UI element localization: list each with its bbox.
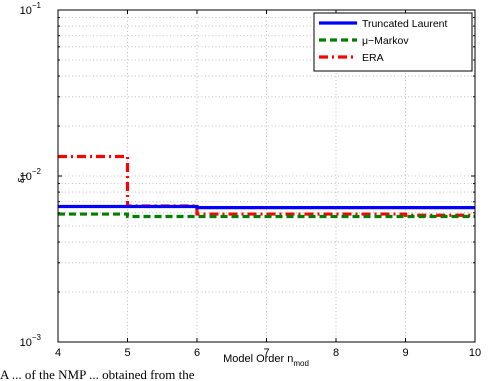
- y-axis-label: ε1: [15, 173, 29, 183]
- axis-ticks: [57, 10, 476, 343]
- y-tick-label: 10−1: [20, 1, 42, 17]
- x-tick-labels: 4 5 6 7 8 9 10: [55, 347, 481, 359]
- legend-label-1: Truncated Laurent: [362, 18, 447, 30]
- series-line-2: [58, 212, 475, 219]
- x-tick-label: 6: [194, 347, 200, 359]
- figure-caption: A ... of the NMP ... obtained from the: [0, 368, 195, 381]
- x-tick-label: 7: [263, 347, 269, 359]
- x-tick-label: 10: [469, 347, 481, 359]
- x-tick-label: 8: [333, 347, 339, 359]
- x-axis-label: Model Order nmod: [223, 353, 309, 368]
- y-axis-label-subscript: 1: [19, 173, 29, 178]
- x-tick-label: 4: [55, 347, 61, 359]
- y-tick-labels: 10−1 10−2 10−3: [20, 1, 42, 349]
- y-tick-label: 10−2: [20, 167, 42, 183]
- x-axis-label-subscript: mod: [293, 359, 309, 368]
- x-tick-label: 5: [124, 347, 130, 359]
- chart: 4 5 6 7 8 9 10 10−1 10−2 10−3 Model Order nmod ε…: [15, 1, 481, 368]
- legend-label-2: μ−Markov: [362, 35, 409, 47]
- series-layer: [58, 154, 475, 219]
- y-tick-label: 10−3: [20, 333, 42, 349]
- legend-label-3: ERA: [362, 52, 384, 64]
- series-line-3: [58, 154, 475, 217]
- legend: Truncated Laurent μ−Markov ERA: [313, 12, 473, 72]
- series-line-1: [58, 204, 475, 210]
- x-tick-label: 9: [402, 347, 408, 359]
